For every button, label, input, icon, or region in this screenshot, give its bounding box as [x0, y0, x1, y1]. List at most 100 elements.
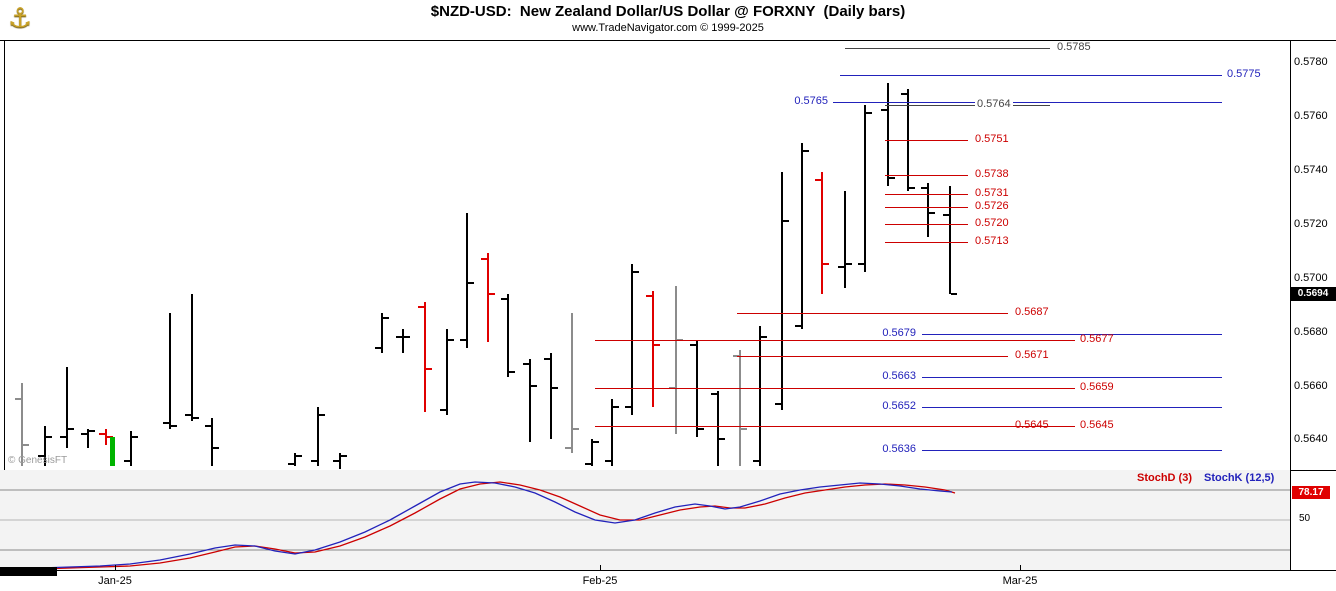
level-line[interactable]	[737, 313, 1008, 314]
level-line[interactable]	[922, 334, 1222, 335]
close-tick	[846, 263, 852, 266]
close-tick	[741, 427, 747, 430]
price-bar	[949, 185, 951, 294]
level-line[interactable]	[595, 388, 1075, 389]
price-bar	[130, 431, 132, 467]
price-bar	[44, 426, 46, 467]
close-tick	[296, 454, 302, 457]
level-price-label: 0.5720	[975, 216, 1009, 229]
level-price-label: 0.5645	[1015, 419, 1049, 431]
open-tick	[858, 263, 864, 266]
open-tick	[901, 92, 907, 95]
open-tick	[753, 460, 759, 463]
month-tick	[600, 565, 601, 570]
level-line[interactable]	[840, 75, 1222, 76]
scrollbar-thumb[interactable]	[0, 567, 57, 576]
price-bar	[424, 301, 426, 413]
open-tick	[333, 460, 339, 463]
open-tick	[481, 257, 487, 260]
level-line[interactable]	[885, 140, 968, 141]
chart-title: $NZD-USD: New Zealand Dollar/US Dollar @…	[430, 3, 906, 20]
close-tick	[929, 211, 935, 214]
close-tick	[489, 292, 495, 295]
level-price-label: 0.5663	[882, 370, 916, 383]
level-line[interactable]	[595, 340, 1075, 341]
stochd-legend-label: StochD (3)	[1137, 472, 1192, 484]
level-line[interactable]	[885, 175, 968, 176]
price-bar	[21, 382, 23, 467]
plot-left-border	[4, 40, 5, 570]
price-bar	[87, 428, 89, 448]
price-bar	[339, 452, 341, 470]
open-tick	[733, 354, 739, 357]
level-line[interactable]	[845, 48, 1050, 49]
close-tick	[823, 263, 829, 266]
level-price-label: 0.5738	[975, 167, 1009, 180]
open-tick	[690, 344, 696, 347]
level-line[interactable]	[885, 224, 968, 225]
level-line[interactable]	[595, 426, 1075, 427]
header-divider	[0, 40, 1336, 41]
open-tick	[185, 414, 191, 417]
level-line[interactable]	[885, 194, 968, 195]
level-price-label: 0.5765	[794, 95, 828, 108]
close-tick	[552, 387, 558, 390]
level-line[interactable]	[737, 356, 1008, 357]
price-axis-tick: 0.5780	[1294, 55, 1328, 68]
open-tick	[795, 325, 801, 328]
close-tick	[573, 427, 579, 430]
close-tick	[677, 338, 683, 341]
level-line[interactable]	[885, 105, 1050, 106]
close-tick	[613, 406, 619, 409]
price-bar	[739, 350, 741, 467]
open-tick	[838, 265, 844, 268]
price-bar	[801, 142, 803, 329]
level-line[interactable]	[885, 242, 968, 243]
close-tick	[654, 344, 660, 347]
level-line[interactable]	[922, 407, 1222, 408]
price-bar	[864, 104, 866, 273]
current-price-badge: 0.5694	[1290, 286, 1336, 301]
level-line[interactable]	[922, 450, 1222, 451]
price-bar	[781, 172, 783, 410]
genesis-watermark: © GenesisFT	[8, 455, 68, 466]
close-tick	[23, 443, 29, 446]
level-price-label: 0.5775	[1227, 68, 1261, 81]
open-tick	[288, 462, 294, 465]
open-tick	[99, 433, 105, 436]
price-bar	[844, 191, 846, 289]
close-tick	[468, 281, 474, 284]
open-tick	[205, 425, 211, 427]
level-price-label: 0.5726	[975, 200, 1009, 213]
close-tick	[951, 292, 957, 295]
price-bar	[507, 293, 509, 378]
close-tick	[193, 416, 199, 419]
price-bar	[110, 436, 115, 467]
price-bar	[652, 291, 654, 408]
open-tick	[396, 335, 402, 338]
stoch-axis-50-label: 50	[1299, 513, 1311, 524]
price-axis-tick: 0.5720	[1294, 217, 1328, 230]
price-axis-tick: 0.5700	[1294, 271, 1328, 284]
open-tick	[625, 406, 631, 409]
price-bar	[907, 88, 909, 192]
price-bar	[446, 328, 448, 416]
open-tick	[440, 408, 446, 411]
stochastic-panel[interactable]	[0, 470, 1290, 570]
open-tick	[881, 109, 887, 112]
close-tick	[383, 317, 389, 320]
price-bar	[317, 407, 319, 467]
level-line[interactable]	[922, 377, 1222, 378]
level-price-label: 0.5636	[882, 443, 916, 456]
stochd-line	[12, 481, 956, 570]
price-chart-plot[interactable]: 0.5785 0.5775 0.5765 0.5764 0.5751 0.5738 0.57…	[0, 40, 1290, 470]
level-line[interactable]	[833, 102, 1222, 103]
close-tick	[341, 454, 347, 457]
month-label: Feb-25	[582, 575, 618, 587]
close-tick	[866, 111, 872, 114]
open-tick	[375, 346, 381, 349]
level-price-label: 0.5652	[882, 400, 916, 413]
level-line[interactable]	[885, 207, 968, 208]
close-tick	[909, 187, 915, 190]
